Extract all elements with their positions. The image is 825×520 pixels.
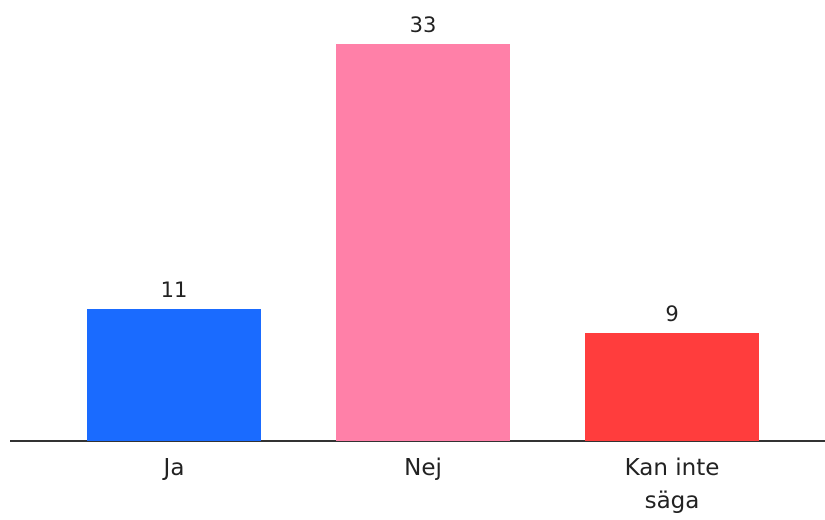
bar: [585, 332, 759, 441]
bar: [336, 44, 510, 441]
x-tick-label: Ja: [163, 455, 185, 481]
value-label: 9: [665, 301, 679, 326]
x-axis-line: [10, 440, 825, 442]
x-tick-label: Nej: [404, 455, 442, 481]
bar: [87, 308, 261, 441]
value-label: 11: [160, 277, 188, 302]
x-tick-label: Kan inte säga: [624, 455, 720, 514]
value-label: 33: [409, 13, 437, 37]
